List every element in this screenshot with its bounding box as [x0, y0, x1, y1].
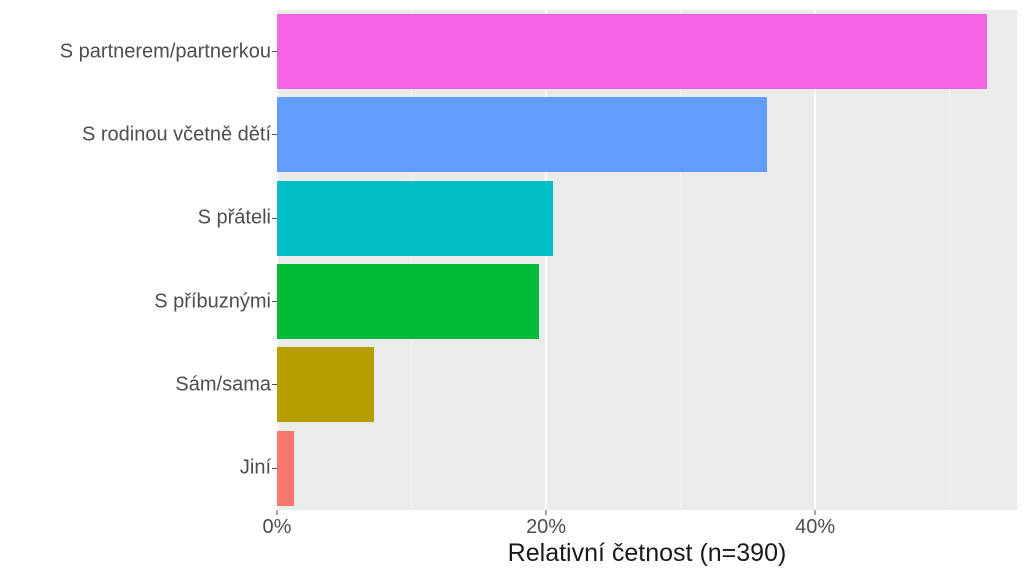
y-axis-label: S rodinou včetně dětí	[82, 123, 271, 146]
y-axis-label: S přáteli	[198, 207, 271, 230]
y-axis-labels: S partnerem/partnerkou S rodinou včetně d…	[0, 0, 271, 569]
y-axis-tick	[272, 51, 277, 52]
y-axis-tick	[272, 384, 277, 385]
y-axis-label-text: S přáteli	[198, 207, 271, 229]
bar	[277, 181, 553, 256]
y-axis-tick	[272, 468, 277, 469]
plot-panel	[277, 10, 1017, 510]
y-axis-tick	[272, 218, 277, 219]
bar	[277, 347, 374, 422]
x-axis-title: Relativní četnost (n=390)	[508, 539, 787, 568]
y-axis-label: S příbuznými	[154, 290, 271, 313]
y-axis-label: S partnerem/partnerkou	[60, 40, 271, 63]
y-axis-label-text: S příbuznými	[154, 290, 271, 312]
x-axis-label: 20%	[526, 516, 566, 539]
bar-chart: S partnerem/partnerkou S rodinou včetně d…	[0, 0, 1024, 569]
y-axis-label: Jiní	[240, 457, 271, 480]
bar	[277, 14, 987, 89]
y-axis-label-text: S partnerem/partnerkou	[60, 40, 271, 62]
y-axis-tick	[272, 301, 277, 302]
x-axis-label: 0%	[263, 516, 292, 539]
x-axis-tick	[277, 510, 278, 515]
y-axis-label-text: Sám/sama	[175, 373, 271, 395]
bar	[277, 264, 539, 339]
bar	[277, 431, 294, 506]
x-axis-tick	[546, 510, 547, 515]
x-axis-label: 40%	[795, 516, 835, 539]
y-axis-label: Sám/sama	[175, 373, 271, 396]
y-axis-label-text: S rodinou včetně dětí	[82, 123, 271, 145]
y-axis-label-text: Jiní	[240, 457, 271, 479]
x-axis-tick	[815, 510, 816, 515]
y-axis-tick	[272, 134, 277, 135]
bar	[277, 97, 767, 172]
